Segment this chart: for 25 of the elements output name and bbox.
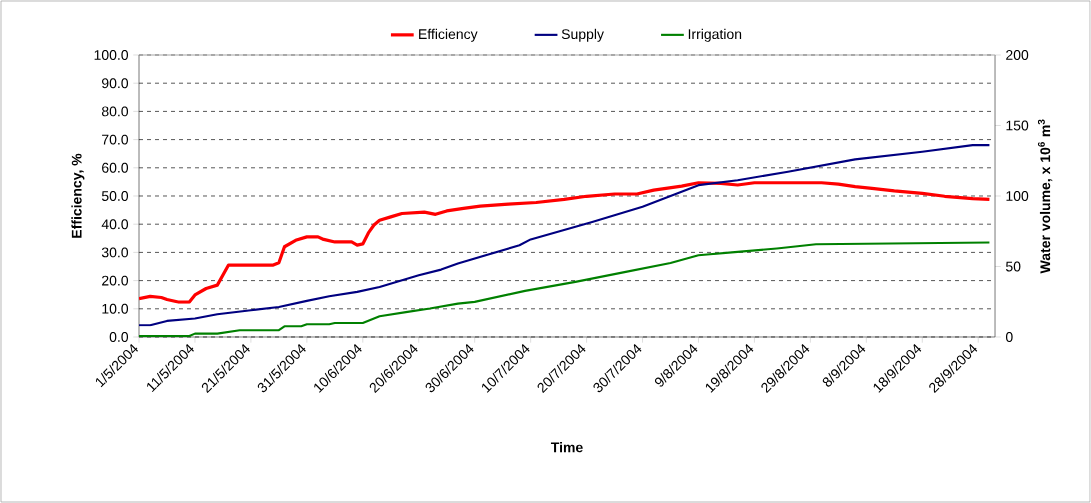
- y-tick-label: 100.0: [94, 50, 129, 60]
- y2-tick-label: 100: [1006, 191, 1029, 201]
- y2-tick-label: 150: [1006, 120, 1029, 131]
- legend-label: Irrigation: [688, 28, 742, 42]
- y2-tick-label: 50: [1005, 261, 1021, 272]
- line-series: [139, 241, 991, 337]
- y-tick-label: 30.0: [101, 247, 129, 258]
- legend-label: Supply: [561, 28, 604, 42]
- y-tick-label: 0.0: [109, 332, 129, 342]
- y-tick-label: 10.0: [102, 303, 129, 314]
- legend-label: Efficiency: [419, 28, 478, 42]
- y-axis-title: Efficiency, %: [71, 153, 85, 238]
- line-series: [139, 181, 992, 304]
- y2-tick-label: 0: [1005, 332, 1013, 342]
- y-tick-label: 80.0: [101, 106, 129, 117]
- y-tick-label: 60.0: [102, 162, 129, 173]
- y-tick-label: 90.0: [102, 78, 129, 89]
- y-tick-label: 50.0: [101, 191, 129, 201]
- y-tick-label: 20.0: [102, 275, 129, 286]
- y2-axis-title: Water volume, x 10$^{6}$ m$^{3}$: [1037, 119, 1053, 274]
- x-axis-title: Time: [550, 442, 583, 453]
- line-series: [139, 144, 991, 327]
- y-tick-label: 40.0: [101, 219, 129, 230]
- y2-tick-label: 200: [1006, 50, 1029, 60]
- y-tick-label: 70.0: [102, 134, 129, 145]
